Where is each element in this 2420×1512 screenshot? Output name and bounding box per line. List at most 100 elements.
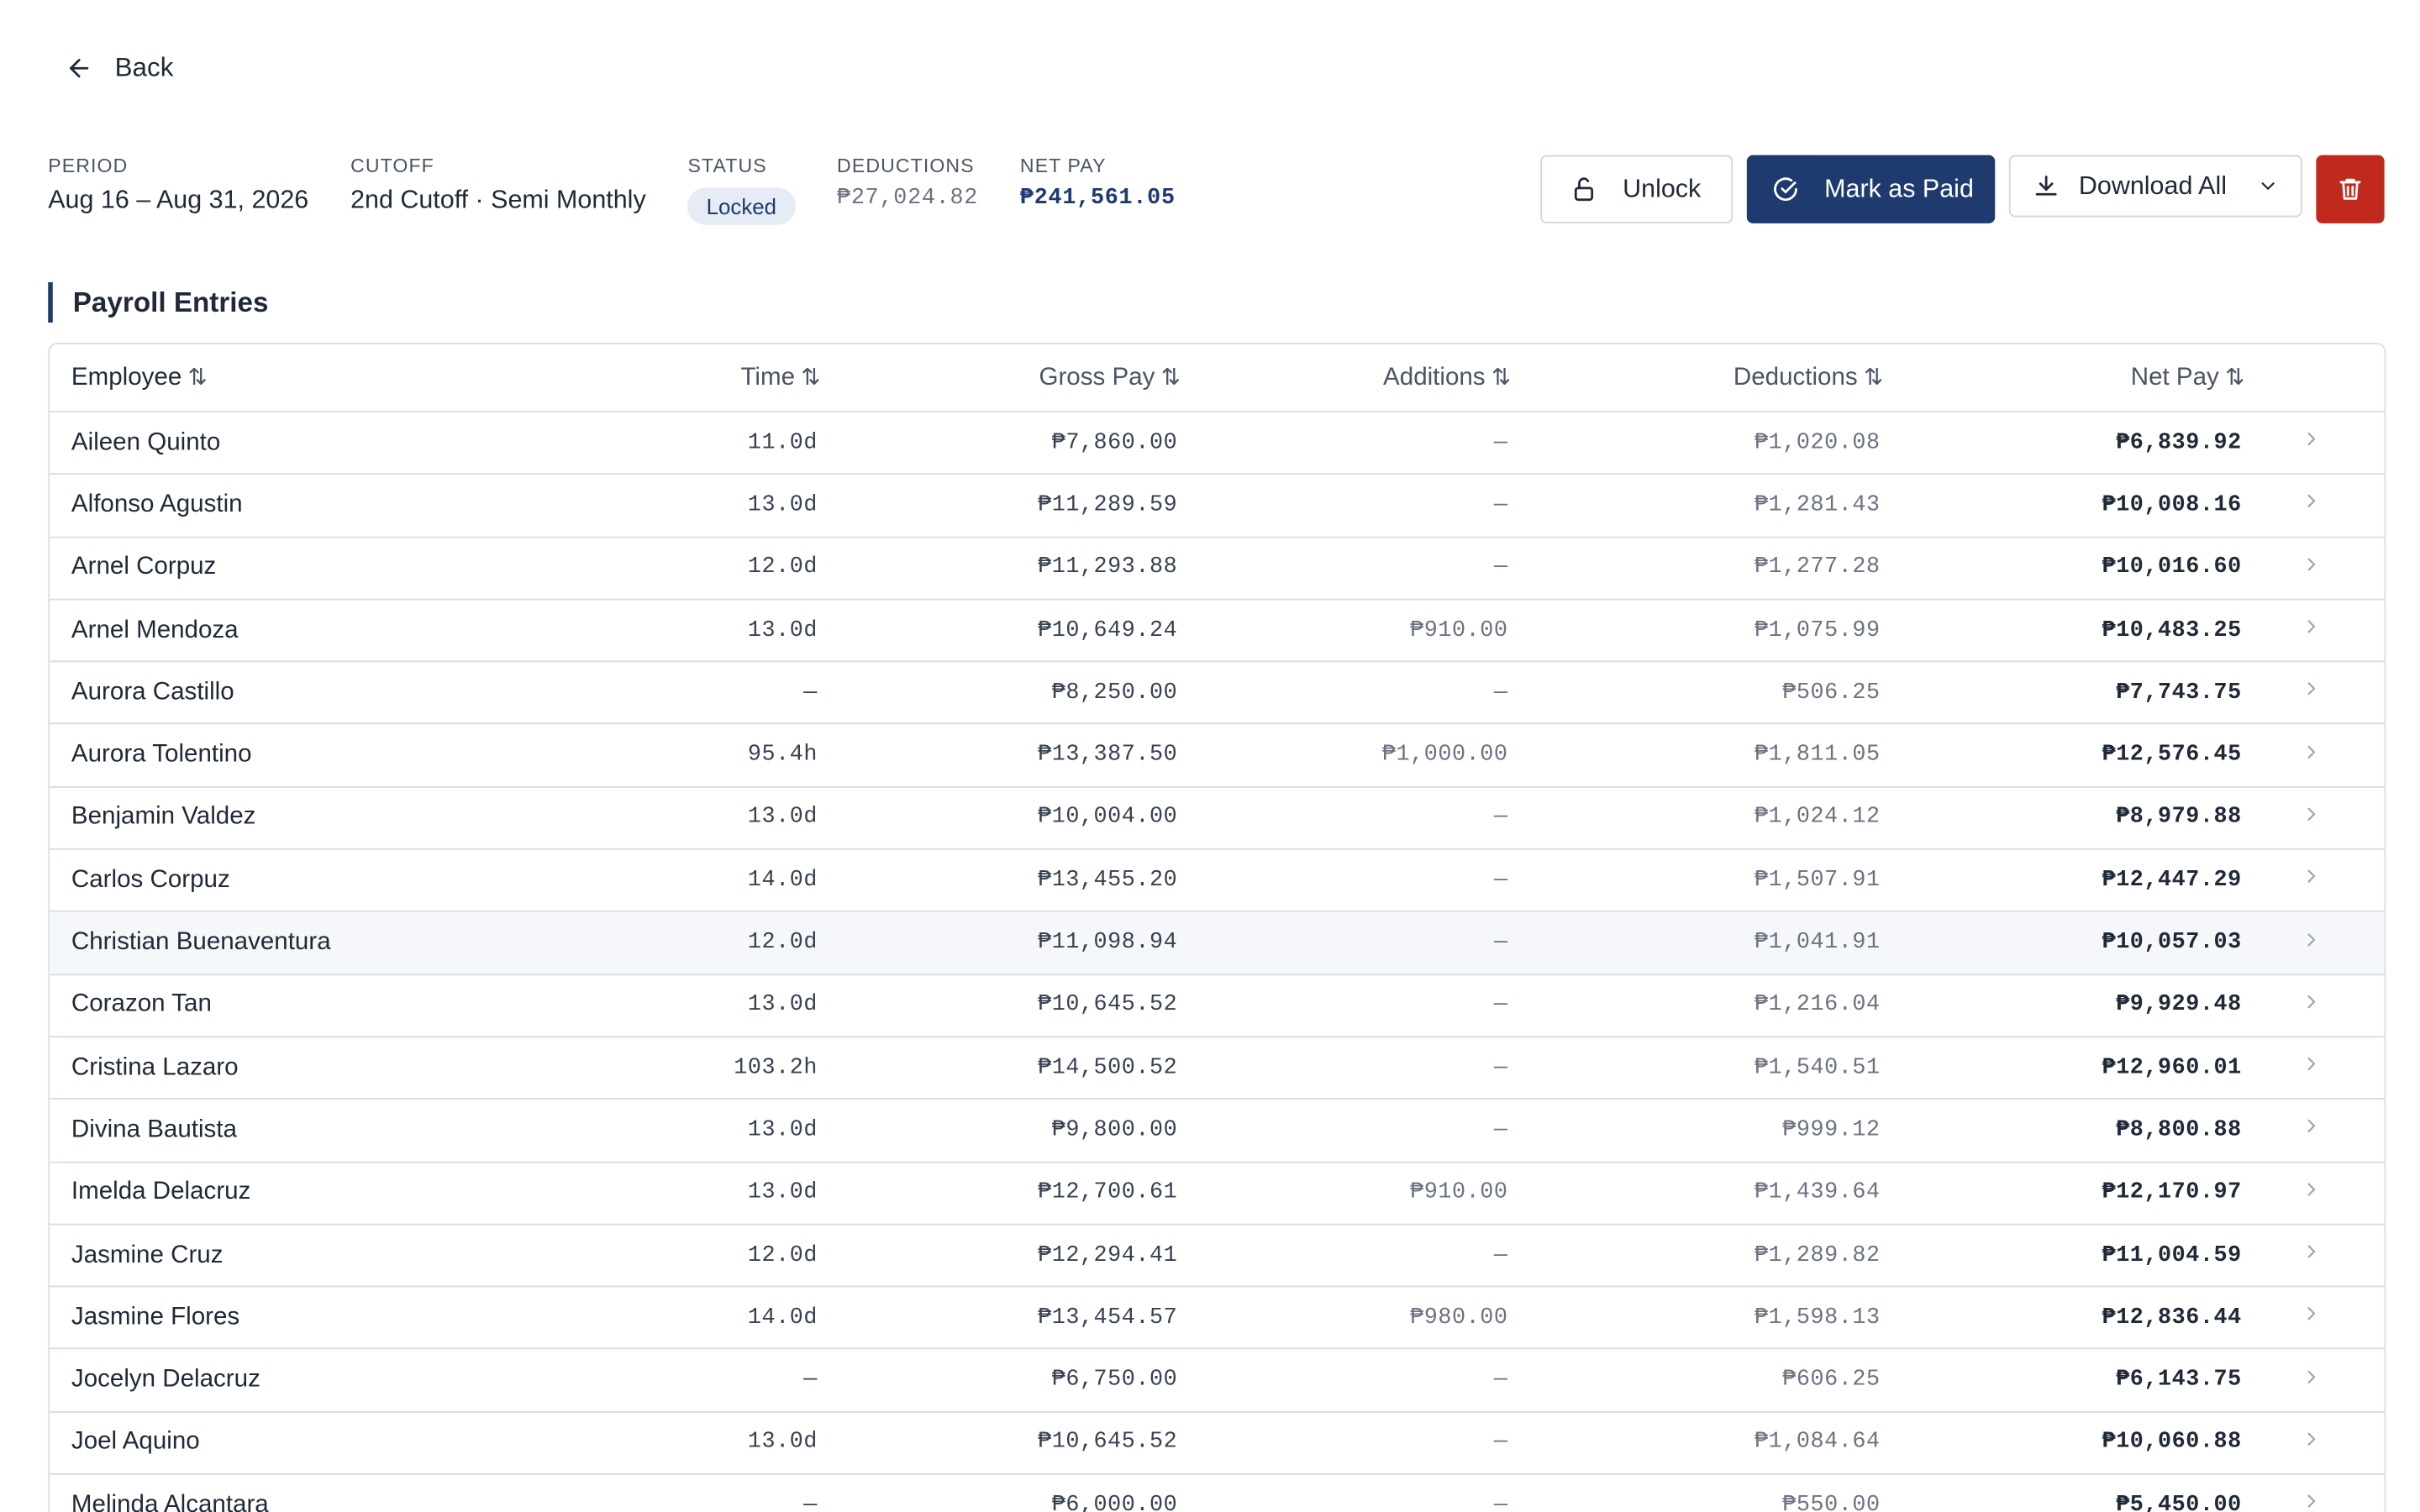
- additions-cell: —: [1493, 1242, 1508, 1268]
- unlock-button[interactable]: Unlock: [1540, 155, 1733, 223]
- additions-cell: ₱1,000.00: [1381, 743, 1508, 769]
- employee-cell: Cristina Lazaro: [71, 1053, 239, 1081]
- time-cell: 103.2h: [734, 1055, 818, 1081]
- col-header-time[interactable]: Time ⇅: [740, 364, 820, 391]
- deductions-cell: ₱506.25: [1782, 680, 1881, 706]
- table-row[interactable]: Melinda Alcantara — ₱6,000.00 — ₱550.00 ₱5,45…: [50, 1475, 2385, 1512]
- download-all-button[interactable]: Download All: [2008, 155, 2302, 218]
- time-cell: 13.0d: [747, 1180, 818, 1205]
- net-pay-cell: ₱12,170.97: [2102, 1180, 2242, 1205]
- table-row[interactable]: Christian Buenaventura 12.0d ₱11,098.94 — ₱1…: [50, 912, 2385, 975]
- net-pay-cell: ₱7,743.75: [2116, 680, 2242, 706]
- additions-cell: —: [1493, 868, 1508, 893]
- gross-pay-cell: ₱7,860.00: [1051, 430, 1178, 456]
- table-row[interactable]: Carlos Corpuz 14.0d ₱13,455.20 — ₱1,507.91 ₱1…: [50, 850, 2385, 913]
- table-row[interactable]: Corazon Tan 13.0d ₱10,645.52 — ₱1,216.04 ₱9,9…: [50, 975, 2385, 1038]
- chevron-right-icon[interactable]: [2242, 866, 2323, 895]
- table-row[interactable]: Arnel Mendoza 13.0d ₱10,649.24 ₱910.00 ₱1,07…: [50, 600, 2385, 663]
- deductions-cell: ₱1,289.82: [1754, 1242, 1881, 1268]
- deductions-cell: ₱1,439.64: [1754, 1180, 1881, 1205]
- table-row[interactable]: Jocelyn Delacruz — ₱6,750.00 — ₱606.25 ₱6,143…: [50, 1350, 2385, 1413]
- table-row[interactable]: Jasmine Cruz 12.0d ₱12,294.41 — ₱1,289.82 ₱11…: [50, 1225, 2385, 1288]
- gross-pay-cell: ₱6,000.00: [1051, 1493, 1178, 1512]
- gross-pay-cell: ₱8,250.00: [1051, 680, 1178, 706]
- sort-icon: ⇅: [187, 364, 208, 391]
- back-label: Back: [114, 52, 174, 82]
- chevron-right-icon[interactable]: [2242, 928, 2323, 958]
- table-row[interactable]: Cristina Lazaro 103.2h ₱14,500.52 — ₱1,540.5…: [50, 1037, 2385, 1100]
- chevron-right-icon[interactable]: [2242, 990, 2323, 1020]
- table-row[interactable]: Arnel Corpuz 12.0d ₱11,293.88 — ₱1,277.28 ₱10…: [50, 538, 2385, 601]
- chevron-right-icon[interactable]: [2242, 616, 2323, 645]
- chevron-right-icon[interactable]: [2242, 1053, 2323, 1083]
- gross-pay-cell: ₱14,500.52: [1038, 1055, 1178, 1081]
- col-header-net-pay[interactable]: Net Pay ⇅: [2130, 364, 2245, 391]
- unlock-label: Unlock: [1623, 174, 1702, 202]
- time-cell: 13.0d: [747, 1117, 818, 1143]
- time-cell: 13.0d: [747, 805, 818, 831]
- chevron-right-icon[interactable]: [2242, 1366, 2323, 1395]
- col-header-employee[interactable]: Employee ⇅: [71, 364, 208, 391]
- table-row[interactable]: Joel Aquino 13.0d ₱10,645.52 — ₱1,084.64 ₱10,…: [50, 1412, 2385, 1475]
- table-row[interactable]: Aurora Tolentino 95.4h ₱13,387.50 ₱1,000.00…: [50, 725, 2385, 788]
- deductions-cell: ₱1,075.99: [1754, 617, 1881, 643]
- gross-pay-cell: ₱10,645.52: [1038, 1430, 1178, 1456]
- deductions-cell: ₱606.25: [1782, 1368, 1881, 1394]
- gross-pay-cell: ₱10,645.52: [1038, 993, 1178, 1018]
- employee-cell: Christian Buenaventura: [71, 928, 331, 956]
- chevron-right-icon[interactable]: [2242, 491, 2323, 520]
- check-circle-icon: [1774, 177, 1797, 202]
- mark-as-paid-button[interactable]: Mark as Paid: [1746, 155, 1996, 223]
- back-button[interactable]: Back: [66, 52, 174, 84]
- chevron-right-icon[interactable]: [2242, 803, 2323, 832]
- sort-icon: ⇅: [1491, 364, 1511, 391]
- deductions-cell: ₱1,598.13: [1754, 1305, 1881, 1331]
- net-pay-cell: ₱8,979.88: [2116, 805, 2242, 831]
- chevron-right-icon[interactable]: [2242, 1116, 2323, 1145]
- chevron-right-icon[interactable]: [2242, 678, 2323, 707]
- chevron-right-icon[interactable]: [2242, 1241, 2323, 1270]
- time-cell: 12.0d: [747, 1242, 818, 1268]
- chevron-right-icon[interactable]: [2242, 554, 2323, 583]
- unlock-icon: [1574, 177, 1594, 202]
- chevron-right-icon[interactable]: [2242, 1428, 2323, 1457]
- net-pay-cell: ₱9,929.48: [2116, 993, 2242, 1018]
- additions-cell: —: [1493, 1493, 1508, 1512]
- net-pay-cell: ₱10,483.25: [2102, 617, 2242, 643]
- col-header-deductions[interactable]: Deductions ⇅: [1733, 364, 1883, 391]
- table-row[interactable]: Jasmine Flores 14.0d ₱13,454.57 ₱980.00 ₱1,5…: [50, 1288, 2385, 1351]
- action-bar: Unlock Mark as Paid Download All: [1540, 155, 2385, 223]
- time-cell: 14.0d: [747, 868, 818, 893]
- net-pay-cell: ₱12,447.29: [2102, 868, 2242, 893]
- sort-icon: ⇅: [1160, 364, 1181, 391]
- table-row[interactable]: Benjamin Valdez 13.0d ₱10,004.00 — ₱1,024.12…: [50, 787, 2385, 850]
- delete-button[interactable]: [2316, 155, 2385, 223]
- chevron-right-icon[interactable]: [2242, 1303, 2323, 1332]
- additions-cell: —: [1493, 1430, 1508, 1456]
- section-title: Payroll Entries: [48, 282, 269, 323]
- chevron-right-icon[interactable]: [2242, 1491, 2323, 1512]
- col-header-gross-pay[interactable]: Gross Pay ⇅: [1039, 364, 1181, 391]
- employee-cell: Aurora Tolentino: [71, 741, 252, 769]
- col-header-additions[interactable]: Additions ⇅: [1383, 364, 1511, 391]
- time-cell: —: [803, 1368, 818, 1394]
- chevron-right-icon[interactable]: [2242, 428, 2323, 458]
- netpay-value: ₱241,561.05: [1019, 186, 1176, 212]
- table-row[interactable]: Aurora Castillo — ₱8,250.00 — ₱506.25 ₱7,743.…: [50, 663, 2385, 726]
- chevron-right-icon[interactable]: [2242, 741, 2323, 770]
- period-info: PERIOD Aug 16 – Aug 31, 2026: [48, 155, 308, 216]
- table-row[interactable]: Aileen Quinto 11.0d ₱7,860.00 — ₱1,020.08 ₱6,…: [50, 412, 2385, 475]
- deductions-cell: ₱1,041.91: [1754, 930, 1881, 956]
- additions-cell: ₱910.00: [1410, 617, 1508, 643]
- table-row[interactable]: Alfonso Agustin 13.0d ₱11,289.59 — ₱1,281.43…: [50, 475, 2385, 538]
- employee-cell: Corazon Tan: [71, 991, 212, 1018]
- time-cell: 13.0d: [747, 993, 818, 1018]
- net-pay-cell: ₱8,800.88: [2116, 1117, 2242, 1143]
- net-pay-cell: ₱5,450.00: [2116, 1493, 2242, 1512]
- table-row[interactable]: Imelda Delacruz 13.0d ₱12,700.61 ₱910.00 ₱1,…: [50, 1163, 2385, 1226]
- additions-cell: —: [1493, 1117, 1508, 1143]
- table-row[interactable]: Divina Bautista 13.0d ₱9,800.00 — ₱999.12 ₱8,…: [50, 1100, 2385, 1163]
- chevron-right-icon[interactable]: [2242, 1179, 2323, 1208]
- net-pay-cell: ₱12,960.01: [2102, 1055, 2242, 1081]
- net-pay-cell: ₱6,839.92: [2116, 430, 2242, 456]
